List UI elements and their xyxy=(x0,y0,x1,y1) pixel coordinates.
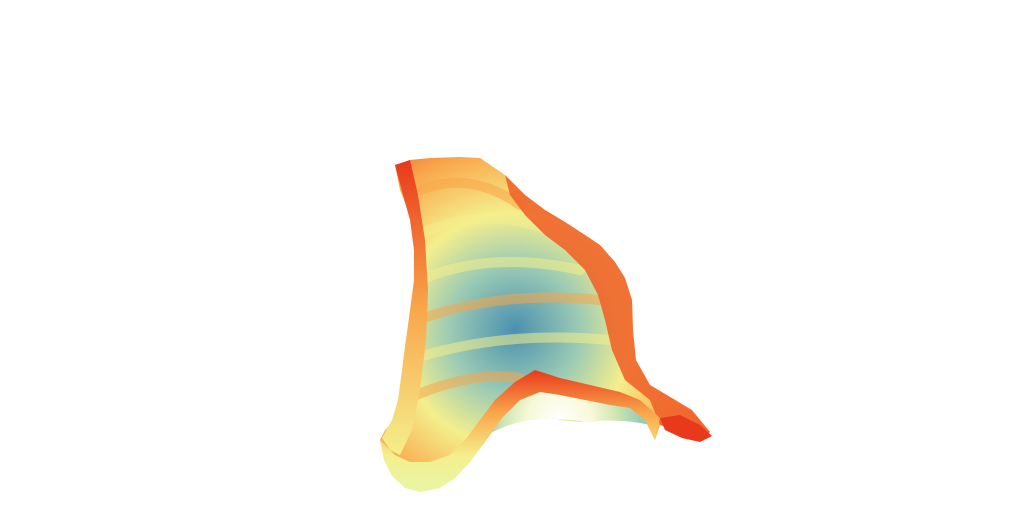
front-ridge xyxy=(380,370,660,492)
left-rim xyxy=(382,160,428,455)
right-tip xyxy=(660,415,712,442)
right-rim xyxy=(505,175,710,440)
